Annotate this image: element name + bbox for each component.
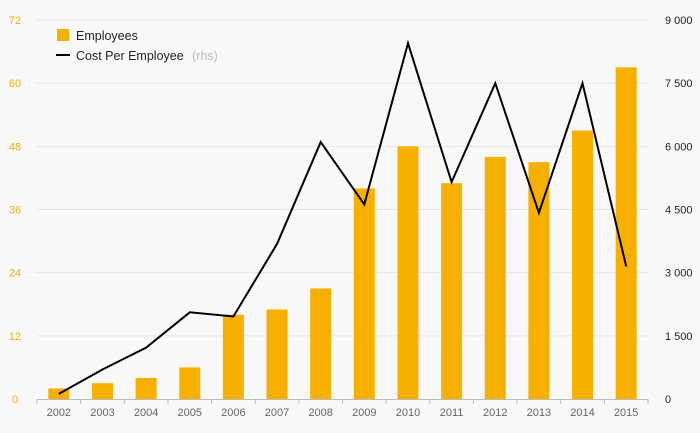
bar-employees xyxy=(266,309,288,399)
left-axis-tick-label: 72 xyxy=(9,15,21,27)
bar-employees xyxy=(222,314,244,399)
right-axis-tick-label: 9 000 xyxy=(665,15,693,27)
legend-swatch-employees xyxy=(57,29,69,41)
x-axis-tick-label: 2007 xyxy=(265,407,289,419)
legend-series-suffix: (rhs) xyxy=(192,49,218,63)
line-cost-per-employee xyxy=(58,39,628,395)
legend-label-employees: Employees xyxy=(76,29,138,43)
axes: 0 0 12 1 500 24 3 000 36 4 500 48 6 000 60 7 500 72 9… xyxy=(9,15,693,419)
left-axis-tick-label: 0 xyxy=(12,394,18,406)
right-axis-tick-label: 3 000 xyxy=(665,268,693,280)
x-axis-tick-label: 2003 xyxy=(90,407,114,419)
bar-employees xyxy=(91,383,113,399)
x-axis-tick-label: 2012 xyxy=(483,407,507,419)
left-axis-tick-label: 36 xyxy=(9,205,21,217)
line-series xyxy=(58,39,628,395)
right-axis-tick-label: 1 500 xyxy=(665,331,693,343)
right-axis-tick-label: 4 500 xyxy=(665,205,693,217)
right-axis-tick-label: 0 xyxy=(665,394,671,406)
bar-employees xyxy=(135,377,157,399)
legend-label-cost-per-employee: Cost Per Employee (rhs) xyxy=(76,47,218,64)
bar-employees xyxy=(441,183,463,399)
x-axis-tick-label: 2011 xyxy=(440,407,464,419)
right-axis-tick-label: 6 000 xyxy=(665,141,693,153)
x-axis-tick-label: 2008 xyxy=(308,407,332,419)
left-axis-tick-label: 60 xyxy=(9,78,21,90)
x-axis-tick-label: 2013 xyxy=(527,407,551,419)
left-axis-tick-label: 12 xyxy=(9,331,21,343)
left-axis-tick-label: 24 xyxy=(9,268,21,280)
bar-employees xyxy=(179,367,201,399)
bar-employees xyxy=(310,288,332,399)
x-axis-tick-label: 2002 xyxy=(47,407,71,419)
x-axis-tick-label: 2010 xyxy=(396,407,420,419)
bar-employees xyxy=(528,162,550,399)
legend-series-name: Cost Per Employee xyxy=(76,49,184,63)
right-axis-tick-label: 7 500 xyxy=(665,78,693,90)
bar-employees xyxy=(615,67,637,399)
bar-employees xyxy=(572,130,594,399)
left-axis-tick-label: 48 xyxy=(9,141,21,153)
gridlines xyxy=(37,19,648,337)
x-axis-tick-label: 2004 xyxy=(134,407,158,419)
x-axis-tick-label: 2005 xyxy=(178,407,202,419)
bar-employees xyxy=(353,188,375,399)
x-axis-tick-label: 2006 xyxy=(221,407,245,419)
x-axis-tick-label: 2009 xyxy=(352,407,376,419)
bars xyxy=(48,67,637,399)
legend: Employees Cost Per Employee (rhs) xyxy=(56,29,218,64)
x-axis-tick-label: 2014 xyxy=(570,407,594,419)
bar-employees xyxy=(484,156,506,399)
bar-employees xyxy=(397,146,419,399)
x-axis-tick-label: 2015 xyxy=(614,407,638,419)
